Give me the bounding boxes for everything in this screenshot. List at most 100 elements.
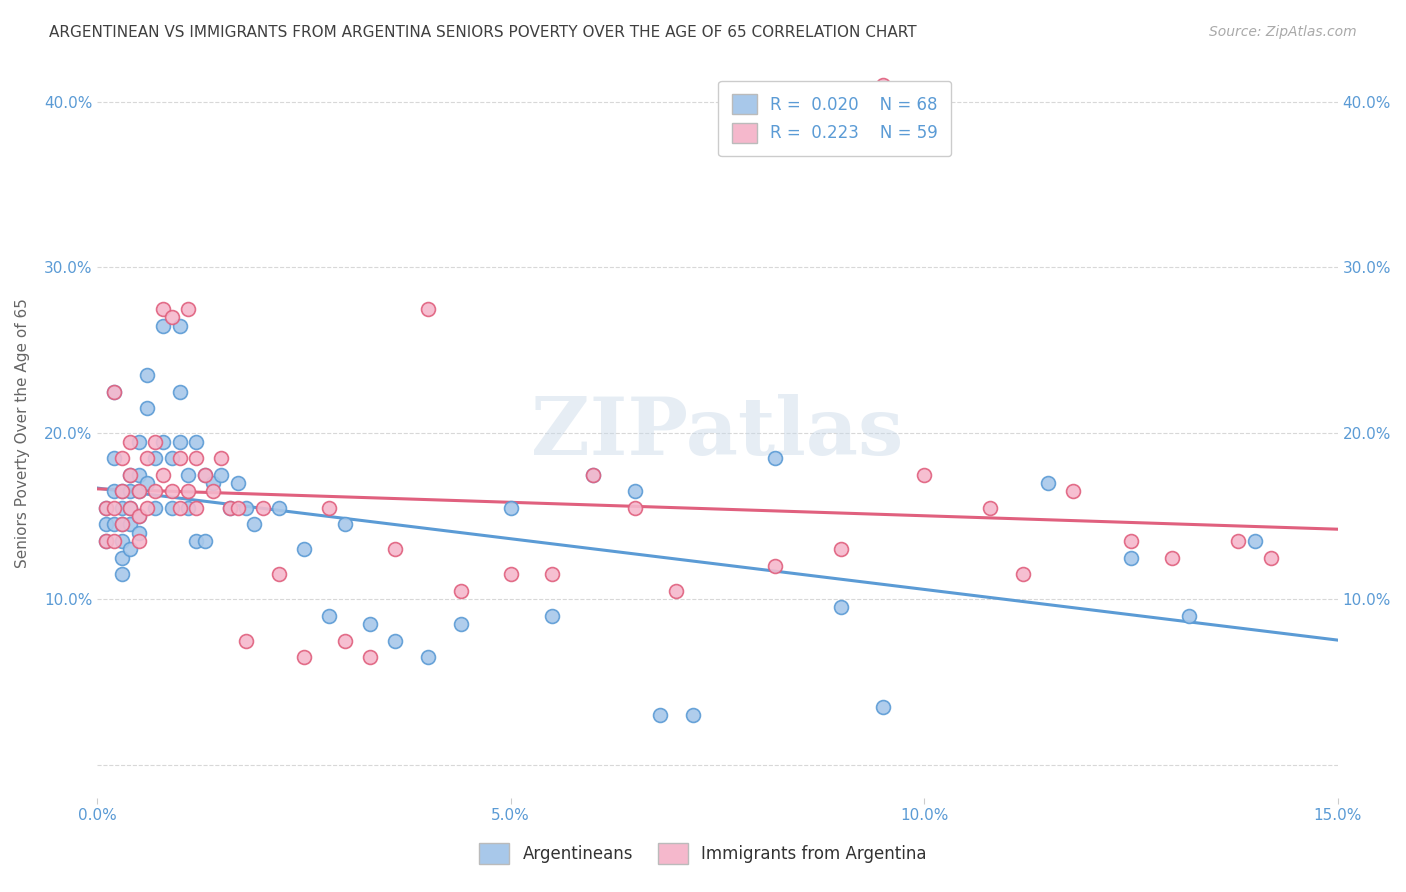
Point [202, 476, 225, 491]
Point [177, 500, 200, 515]
Point [169, 318, 191, 333]
Point [269, 500, 291, 515]
Point [186, 534, 208, 549]
Point [169, 500, 191, 515]
Point [120, 467, 142, 482]
Point [143, 484, 166, 499]
Legend: R =  0.020    N = 68, R =  0.223    N = 59: R = 0.020 N = 68, R = 0.223 N = 59 [718, 80, 950, 156]
Point [143, 451, 166, 466]
Point [1038, 476, 1060, 491]
Point [143, 500, 166, 515]
Point [120, 517, 142, 532]
Point [318, 608, 340, 623]
Point [1178, 608, 1201, 623]
Point [194, 467, 217, 482]
Point [160, 484, 183, 499]
Point [152, 318, 174, 333]
Point [103, 534, 125, 549]
Text: Source: ZipAtlas.com: Source: ZipAtlas.com [1209, 25, 1357, 39]
Point [177, 467, 200, 482]
Point [152, 467, 174, 482]
Point [384, 542, 406, 557]
Point [128, 434, 150, 449]
Point [160, 451, 183, 466]
Point [202, 484, 225, 499]
Point [111, 517, 134, 532]
Point [128, 484, 150, 499]
Point [582, 467, 605, 482]
Point [226, 500, 249, 515]
Point [648, 708, 671, 723]
Point [335, 517, 357, 532]
Point [103, 500, 125, 515]
Point [94, 534, 117, 549]
Point [111, 484, 134, 499]
Point [623, 500, 645, 515]
Point [226, 476, 249, 491]
Point [979, 500, 1001, 515]
Point [763, 558, 786, 573]
Point [218, 500, 240, 515]
Point [194, 534, 217, 549]
Point [218, 500, 240, 515]
Point [103, 484, 125, 499]
Text: ARGENTINEAN VS IMMIGRANTS FROM ARGENTINA SENIORS POVERTY OVER THE AGE OF 65 CORR: ARGENTINEAN VS IMMIGRANTS FROM ARGENTINA… [49, 25, 917, 40]
Point [169, 384, 191, 399]
Point [209, 451, 232, 466]
Point [160, 310, 183, 325]
Point [128, 525, 150, 540]
Point [582, 467, 605, 482]
Point [450, 617, 472, 632]
Point [128, 484, 150, 499]
Point [763, 451, 786, 466]
Point [111, 517, 134, 532]
Point [111, 451, 134, 466]
Point [111, 500, 134, 515]
Point [209, 467, 232, 482]
Point [359, 617, 381, 632]
Point [335, 633, 357, 648]
Point [94, 534, 117, 549]
Point [186, 500, 208, 515]
Point [160, 500, 183, 515]
Point [235, 633, 257, 648]
Point [416, 650, 439, 665]
Point [384, 633, 406, 648]
Point [135, 500, 157, 515]
Point [1227, 534, 1250, 549]
Point [169, 434, 191, 449]
Point [103, 384, 125, 399]
Point [499, 500, 522, 515]
Point [872, 699, 894, 714]
Point [120, 500, 142, 515]
Point [94, 517, 117, 532]
Point [682, 708, 704, 723]
Point [120, 434, 142, 449]
Point [177, 301, 200, 316]
Point [94, 500, 117, 515]
Point [665, 583, 688, 598]
Point [120, 484, 142, 499]
Point [135, 368, 157, 383]
Point [623, 484, 645, 499]
Point [1119, 534, 1142, 549]
Point [194, 467, 217, 482]
Point [830, 542, 852, 557]
Point [128, 509, 150, 524]
Point [252, 500, 274, 515]
Point [135, 476, 157, 491]
Point [318, 500, 340, 515]
Point [292, 650, 315, 665]
Point [111, 534, 134, 549]
Point [143, 434, 166, 449]
Point [1062, 484, 1084, 499]
Point [120, 542, 142, 557]
Y-axis label: Seniors Poverty Over the Age of 65: Seniors Poverty Over the Age of 65 [15, 298, 30, 568]
Point [499, 567, 522, 582]
Point [912, 467, 935, 482]
Point [135, 401, 157, 416]
Point [128, 509, 150, 524]
Point [128, 534, 150, 549]
Point [120, 500, 142, 515]
Point [94, 500, 117, 515]
